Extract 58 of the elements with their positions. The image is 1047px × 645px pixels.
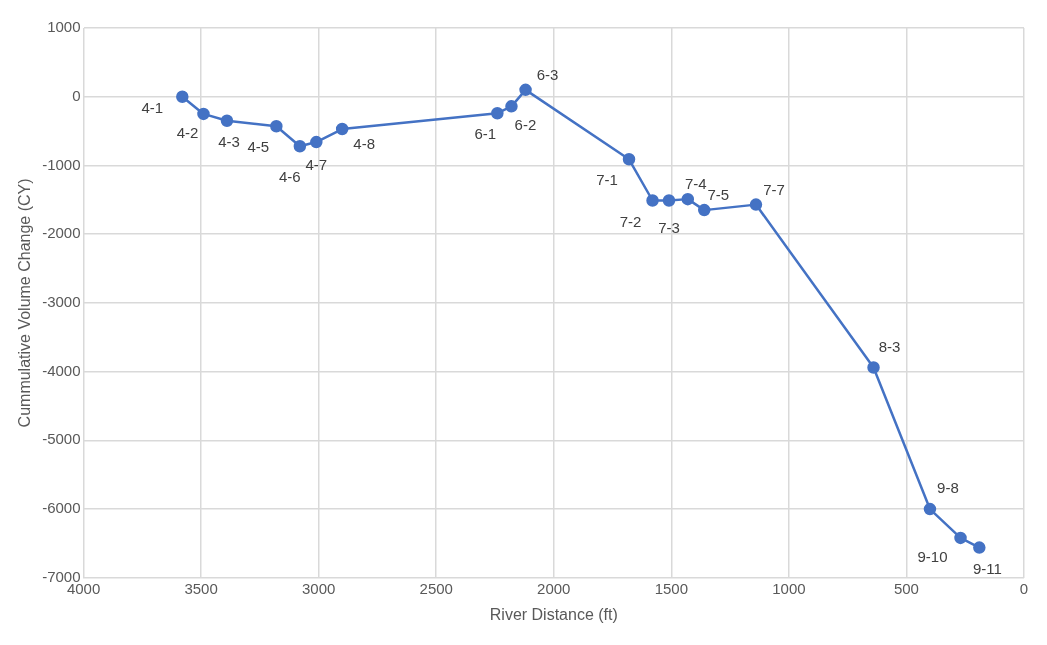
point (270, 120, 283, 133)
annotation: 9-10 (917, 548, 948, 566)
annotation: 7-3 (658, 218, 680, 236)
x-tick-label: 1500 (654, 579, 689, 597)
point (662, 194, 676, 207)
y-tick-label: -2000 (42, 224, 81, 242)
annotation: 4-6 (279, 168, 301, 186)
y-tick-label: -3000 (42, 293, 81, 311)
y-tick-label: -5000 (42, 430, 81, 448)
annotation: 7-5 (707, 186, 730, 204)
point (220, 114, 234, 128)
point (923, 502, 937, 516)
annotation: 8-3 (878, 337, 901, 355)
annotation: 6-1 (474, 125, 497, 143)
annotation: 9-11 (972, 559, 1002, 577)
annotation: 4-1 (141, 98, 164, 116)
annotation: 9-8 (937, 479, 959, 497)
x-tick-label: 3500 (184, 579, 218, 597)
annotation: 7-2 (619, 212, 642, 230)
annotation: 6-2 (514, 116, 537, 134)
point (749, 198, 763, 211)
point (293, 139, 307, 153)
point (176, 90, 189, 103)
point (519, 83, 532, 97)
x-tick-label: 3000 (301, 579, 336, 597)
point (622, 153, 636, 166)
annotation: 7-4 (684, 175, 707, 193)
point (867, 361, 880, 374)
point (646, 194, 659, 207)
y-tick-label: -1000 (42, 155, 81, 173)
point (505, 100, 518, 113)
point (335, 122, 349, 136)
annotation: 7-1 (596, 171, 618, 189)
x-tick-label: 1000 (772, 579, 806, 597)
annotation: 7-7 (763, 180, 785, 198)
annotation: 4-7 (305, 156, 328, 174)
x-tick-label: 2000 (537, 579, 571, 597)
annotation: 4-5 (247, 138, 270, 156)
point (681, 192, 695, 206)
x-tick-label: 500 (893, 579, 919, 597)
point (491, 106, 504, 120)
annotation: 6-3 (536, 65, 559, 83)
annotation: 4-2 (176, 124, 199, 142)
point (197, 107, 210, 121)
point (954, 531, 967, 545)
point (698, 203, 711, 217)
y-tick-label: 0 (72, 86, 81, 104)
annotation: 4-3 (218, 132, 240, 150)
x-axis-title: River Distance (ft) (489, 605, 618, 623)
y-tick-label: 1000 (47, 18, 81, 36)
point (310, 135, 323, 149)
x-tick-label: 2500 (419, 579, 453, 597)
y-axis-title: Cummulative Volume Change (CY) (16, 178, 34, 428)
x-tick-label: 0 (1019, 579, 1029, 597)
annotation: 4-8 (353, 135, 376, 153)
y-tick-label: -4000 (42, 361, 81, 379)
y-tick-label: -6000 (42, 499, 81, 517)
point (973, 541, 986, 554)
